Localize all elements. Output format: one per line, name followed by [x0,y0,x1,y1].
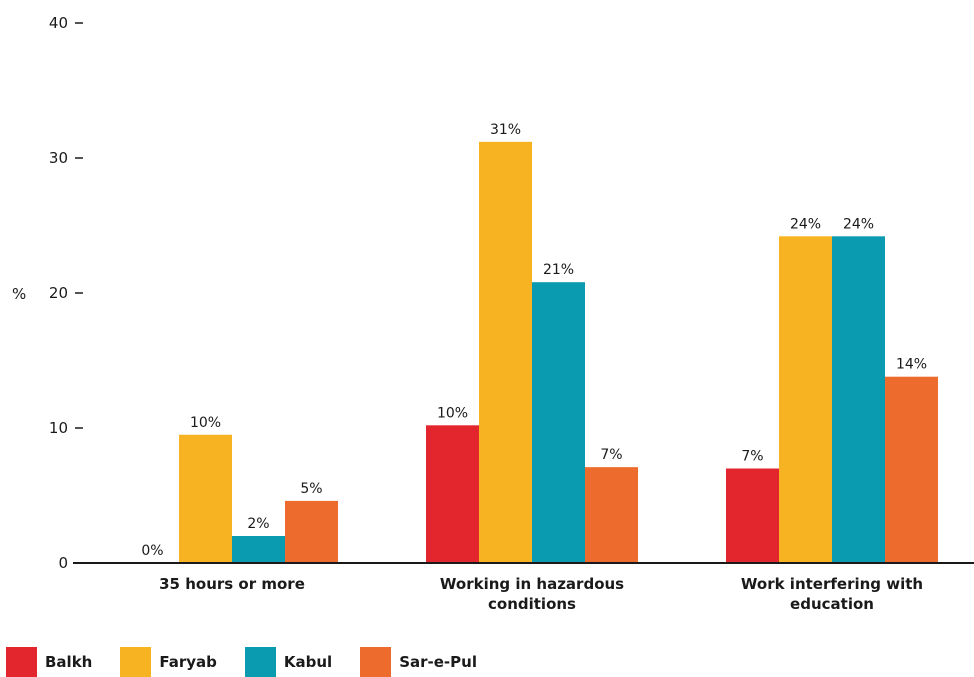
legend-label: Kabul [283,653,333,671]
bars [179,141,938,564]
data-label: 0% [141,543,163,559]
x-category-label: Working in hazardous [440,575,624,593]
data-label: 2% [247,516,269,532]
x-category-label: conditions [488,595,576,613]
legend-item-kabul: Kabul [244,647,333,677]
legend-label: Sar-e-Pul [399,653,477,671]
data-label: 31% [490,122,521,138]
data-labels: 0% 10% 7% 10% 31% 24% 2% 21% 24% 5% 7% 14% [141,122,927,559]
legend-label: Faryab [159,653,217,671]
data-label: 5% [300,481,322,497]
y-tick-label: 20 [49,284,68,302]
legend-item-faryab: Faryab [120,647,217,677]
legend-swatch [244,647,276,677]
data-label: 10% [190,415,221,431]
y-tick-label: 40 [49,14,68,32]
y-axis: 0 10 20 30 40 [49,14,83,572]
data-label: 24% [790,216,821,232]
bar-sar-e-pul-2 [585,467,638,563]
x-category-label: education [790,595,874,613]
bar-kabul-3 [832,236,885,564]
x-category-label: Work interfering with [741,575,923,593]
data-label: 7% [600,447,622,463]
legend-swatch [6,647,37,677]
bar-faryab-1 [179,434,232,563]
legend: Balkh Faryab Kabul Sar-e-Pul [6,647,505,677]
legend-swatch [120,647,152,677]
legend-item-balkh: Balkh [6,647,92,677]
data-label: 21% [543,262,574,278]
data-label: 10% [437,405,468,421]
legend-swatch [360,647,392,677]
bar-kabul-1 [232,536,285,563]
legend-label: Balkh [45,653,93,671]
bar-sar-e-pul-1 [285,500,338,563]
legend-item-sar-e-pul: Sar-e-Pul [360,647,477,677]
bar-balkh-2 [426,425,479,563]
bar-faryab-2 [479,141,532,564]
y-axis-label: % [12,285,26,303]
data-label: 14% [896,357,927,373]
y-tick-label: 10 [49,419,68,437]
bar-sar-e-pul-3 [885,376,938,563]
data-label: 24% [843,216,874,232]
x-axis-categories: 35 hours or more Working in hazardous cond… [159,575,923,613]
bar-chart: % 0 10 20 30 40 0% 10% 7% 10% 31% 24% 2% 21% 24% 5% 7%… [12,14,974,613]
bar-kabul-2 [532,282,585,563]
x-category-label: 35 hours or more [159,575,305,593]
y-tick-label: 30 [49,149,68,167]
bar-balkh-3 [726,468,779,563]
y-tick-label: 0 [58,554,68,572]
bar-faryab-3 [779,236,832,564]
data-label: 7% [741,449,763,465]
